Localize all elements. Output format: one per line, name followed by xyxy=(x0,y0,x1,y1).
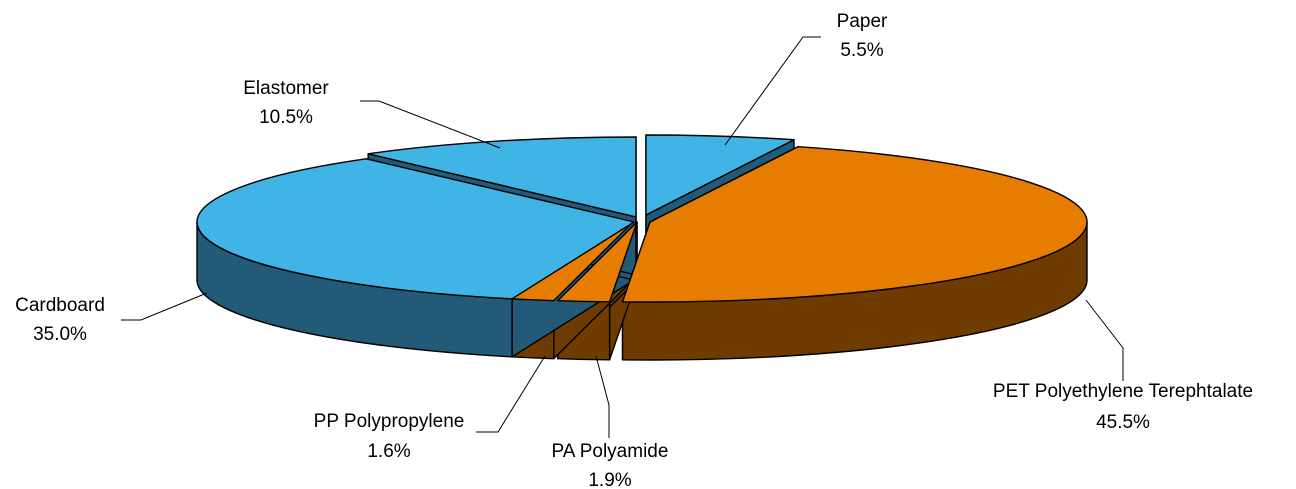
value-label-cardboard: 35.0% xyxy=(33,324,87,345)
value-label-pet-polyethylene-terephtalate: 45.5% xyxy=(1096,412,1150,433)
label-pet-polyethylene-terephtalate: PET Polyethylene Terephtalate xyxy=(993,381,1253,402)
leader-line-pa-polyamide xyxy=(595,355,610,438)
slice-cardboard xyxy=(196,158,635,300)
leader-line-paper xyxy=(724,36,821,146)
label-pa-polyamide: PA Polyamide xyxy=(552,441,669,462)
value-label-pa-polyamide: 1.9% xyxy=(588,470,631,489)
leader-line-cardboard xyxy=(121,292,208,321)
label-pp-polypropylene: PP Polypropylene xyxy=(314,411,465,432)
slice-paper xyxy=(645,134,795,216)
label-cardboard: Cardboard xyxy=(15,295,105,316)
value-label-paper: 5.5% xyxy=(840,40,883,61)
slice-pet-polyethylene-terephtalate xyxy=(621,146,1088,303)
slice-tops xyxy=(196,134,1088,303)
value-label-elastomer: 10.5% xyxy=(259,107,313,128)
leader-line-pp-polypropylene xyxy=(476,355,546,433)
value-label-pp-polypropylene: 1.6% xyxy=(367,441,410,462)
label-elastomer: Elastomer xyxy=(243,78,329,99)
leader-line-elastomer xyxy=(360,100,501,149)
leader-lines xyxy=(121,36,1124,438)
leader-line-pet-polyethylene-terephtalate xyxy=(1085,299,1124,381)
slice-pa-polyamide xyxy=(557,221,638,303)
label-paper: Paper xyxy=(837,11,888,32)
data-labels: Paper 5.5% PET Polyethylene Terephtalate 45… xyxy=(15,11,1253,489)
slice-elastomer xyxy=(367,136,637,218)
